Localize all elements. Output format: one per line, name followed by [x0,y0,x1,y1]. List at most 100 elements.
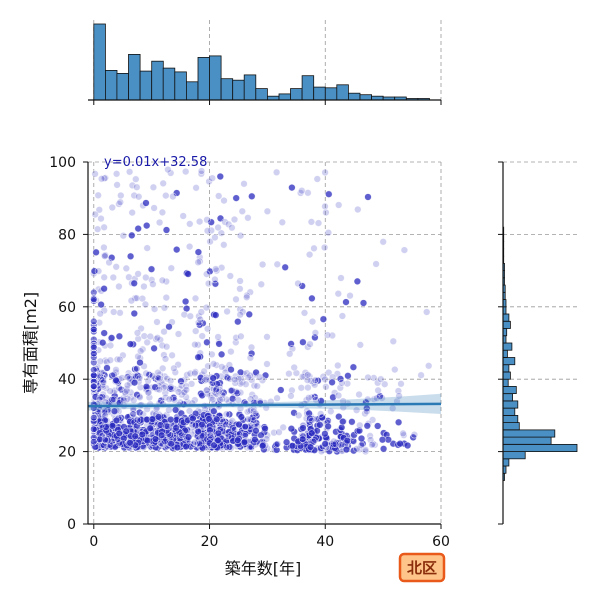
scatter-point [116,198,125,206]
scatter-point [263,333,271,341]
scatter-point [167,264,176,272]
scatter-point [133,391,141,399]
scatter-point [299,435,307,443]
scatter-point [143,338,151,347]
right-histogram-bar [502,357,516,366]
scatter-point [212,311,220,319]
scatter-point [142,383,151,391]
scatter-point [247,343,256,352]
scatter-point [214,223,222,232]
scatter-point [359,299,368,307]
scatter-point [335,412,343,421]
top-histogram-bar [243,74,257,101]
scatter-point [108,203,117,212]
scatter-point [356,421,364,429]
scatter-point [244,214,252,222]
scatter-point [343,437,351,445]
scatter-point [113,355,122,364]
scatter-point [403,441,412,450]
scatter-point [115,384,123,392]
scatter-point [364,193,372,201]
right-histogram-bar [502,407,516,416]
scatter-point [304,371,312,379]
scatter-point [115,332,124,340]
scatter-point [173,245,181,254]
scatter-point [123,381,132,389]
scatter-point [218,363,226,371]
scatter-point [328,378,336,386]
scatter-point [147,265,156,273]
scatter-point [344,372,352,380]
scatter-point [212,265,220,273]
scatter-point [158,276,167,285]
scatter-point [217,229,226,237]
scatter-point [296,189,305,197]
scatter-point [197,308,206,316]
scatter-point [370,374,378,382]
scatter-point [90,382,98,390]
scatter-point [250,382,259,390]
scatter-point [287,392,295,400]
scatter-point [151,383,159,391]
scatter-point [308,429,316,437]
scatter-point [272,441,281,449]
scatter-point [194,258,202,266]
scatter-point [244,373,253,381]
scatter-point [281,263,289,271]
scatter-point [272,168,281,177]
scatter-point [304,189,312,197]
y-tick-label: 100 [49,155,76,171]
scatter-point [259,442,267,450]
scatter-point [162,191,170,200]
scatter-point [129,410,138,418]
scatter-point [97,214,105,223]
scatter-point [222,410,231,418]
scatter-point [361,447,370,456]
scatter-point [202,303,211,312]
scatter-point [290,363,298,372]
scatter-point [343,379,352,388]
scatter-point [100,273,108,281]
scatter-point [162,343,171,351]
scatter-point [212,385,221,393]
scatter-point [120,396,128,404]
scatter-point [317,410,325,418]
scatter-point [273,394,281,402]
scatter-point [308,317,317,326]
scatter-point [111,386,119,395]
y-tick-label: 40 [58,372,76,388]
right-histogram-bar [502,458,510,467]
scatter-point [112,366,120,374]
scatter-point [322,208,330,217]
scatter-point [163,375,171,383]
scatter-point [133,416,142,424]
scatter-point [158,341,167,350]
scatter-point [247,349,256,358]
scatter-point [220,241,228,249]
top-histogram-bar [301,75,315,101]
scatter-point [167,383,175,391]
scatter-point [323,331,332,339]
scatter-point [379,238,387,246]
scatter-point [208,395,217,404]
scatter-point [136,393,144,401]
scatter-point [217,350,226,359]
top-histogram-bar [105,70,118,101]
scatter-point [378,394,386,402]
scatter-point [198,421,206,429]
scatter-point [334,290,342,298]
scatter-point [208,174,217,182]
scatter-point [311,376,319,384]
scatter-point [336,375,345,383]
scatter-point [314,219,323,227]
scatter-point [91,210,99,219]
scatter-point [182,442,190,451]
x-tick-label: 60 [432,534,450,550]
y-tick-label: 80 [58,227,76,243]
top-histogram-bar [209,55,222,101]
scatter-point [395,392,403,400]
scatter-point [203,227,212,235]
region-badge: 北区 [398,552,446,583]
scatter-point [142,369,150,378]
scatter-point [234,318,242,326]
